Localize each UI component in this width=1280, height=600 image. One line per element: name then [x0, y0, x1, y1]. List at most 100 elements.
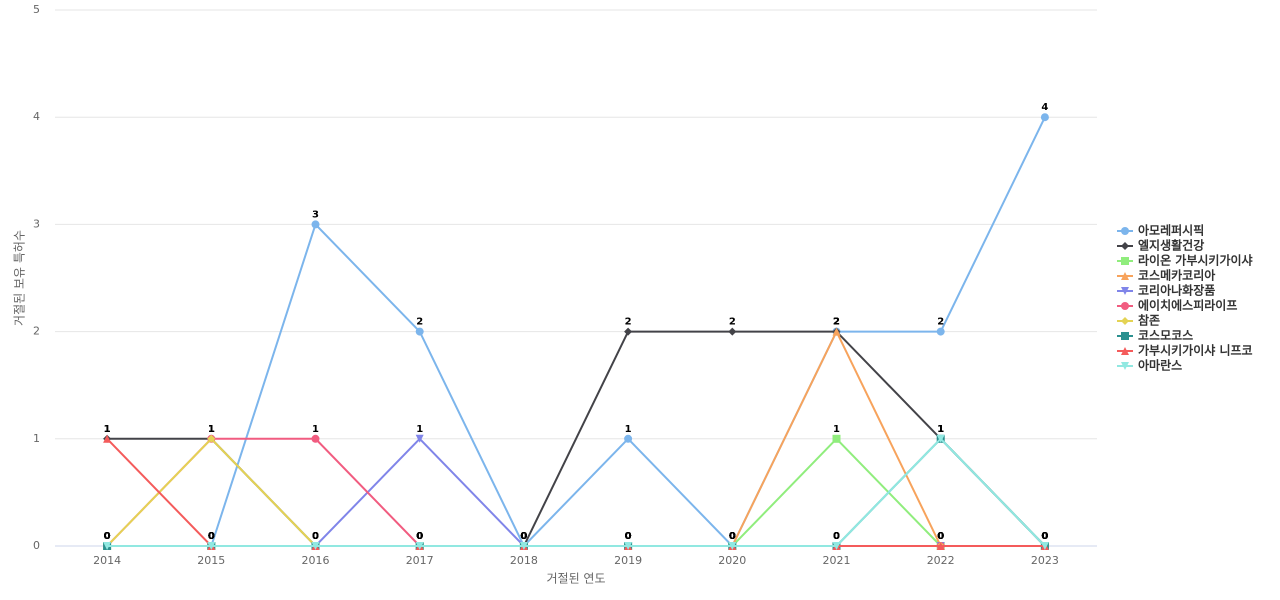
data-label: 1: [208, 424, 215, 435]
legend-marker: [1121, 302, 1129, 310]
legend-label[interactable]: 에이치에스피라이프: [1138, 298, 1237, 313]
data-label: 0: [104, 531, 111, 542]
data-label: 0: [520, 531, 527, 542]
data-label: 0: [312, 531, 319, 542]
point: [728, 542, 737, 550]
point: [519, 542, 528, 550]
data-label: 0: [729, 531, 736, 542]
legend-label[interactable]: 코스메카코리아: [1138, 268, 1215, 283]
point: [832, 327, 841, 336]
point: [207, 542, 216, 550]
data-label: 0: [520, 531, 527, 542]
legend-label[interactable]: 아마란스: [1138, 358, 1182, 373]
legend-label[interactable]: 아모레퍼시픽: [1138, 223, 1204, 238]
data-label: 0: [1041, 531, 1048, 542]
data-label: 0: [937, 531, 944, 542]
data-label: 0: [1041, 531, 1048, 542]
point: [1040, 113, 1049, 122]
data-label: 0: [937, 531, 944, 542]
point: [415, 542, 424, 550]
data-label: 0: [104, 531, 111, 542]
data-label: 0: [312, 531, 319, 542]
data-label: 0: [625, 531, 632, 542]
point: [624, 434, 633, 443]
data-label: 0: [937, 531, 944, 542]
data-label: 0: [729, 531, 736, 542]
x-tick-label: 2014: [93, 554, 121, 567]
y-tick-label: 4: [33, 110, 40, 123]
data-label: 0: [416, 531, 423, 542]
point: [832, 542, 841, 550]
x-tick-label: 2016: [302, 554, 330, 567]
legend-label[interactable]: 엘지생활건강: [1138, 238, 1204, 253]
point: [624, 542, 633, 550]
y-axis-title: 거절된 보유 특허수: [13, 230, 27, 326]
legend-label[interactable]: 코스모코스: [1138, 329, 1193, 343]
legend-label[interactable]: 라이온 가부시키가이샤: [1138, 253, 1253, 268]
data-label: 0: [104, 531, 111, 542]
legend-marker: [1121, 347, 1129, 355]
data-label: 0: [416, 531, 423, 542]
data-label: 1: [937, 424, 944, 435]
x-tick-label: 2021: [823, 554, 851, 567]
data-label: 0: [833, 531, 840, 542]
series: 0 0 3 2 0 1 0 2 2 4: [103, 102, 1049, 550]
data-label: 2: [833, 317, 840, 328]
data-label: 0: [520, 531, 527, 542]
point: [936, 434, 945, 443]
data-label: 2: [833, 317, 840, 328]
data-label: 0: [833, 531, 840, 542]
data-label: 1: [312, 424, 319, 435]
data-label: 0: [312, 531, 319, 542]
x-tick-label: 2018: [510, 554, 538, 567]
series: 0 0 0 0 0 0 0 2 0 0: [103, 317, 1049, 550]
x-axis-title: 거절된 연도: [546, 572, 605, 586]
data-label: 1: [104, 424, 111, 435]
data-label: 0: [104, 531, 111, 542]
data-label: 2: [625, 317, 632, 328]
point: [311, 542, 320, 550]
legend-label[interactable]: 가부시키가이샤 니프코: [1138, 343, 1253, 358]
legend-marker: [1121, 242, 1129, 250]
data-label: 0: [833, 531, 840, 542]
data-label: 0: [625, 531, 632, 542]
data-label: 1: [625, 424, 632, 435]
data-label: 0: [312, 531, 319, 542]
legend-label[interactable]: 코리아나화장품: [1138, 283, 1215, 298]
point: [1040, 542, 1049, 550]
data-label: 0: [520, 531, 527, 542]
y-tick-label: 3: [33, 217, 40, 230]
data-label: 0: [729, 531, 736, 542]
data-label: 0: [625, 531, 632, 542]
data-label: 0: [1041, 531, 1048, 542]
data-label: 0: [1041, 531, 1048, 542]
point: [311, 434, 320, 443]
data-label: 0: [312, 531, 319, 542]
data-label: 0: [416, 531, 423, 542]
legend-label[interactable]: 참존: [1138, 313, 1160, 328]
point: [207, 434, 216, 443]
x-tick-label: 2023: [1031, 554, 1059, 567]
data-label: 2: [729, 317, 736, 328]
x-tick-label: 2015: [197, 554, 225, 567]
y-tick-label: 5: [33, 3, 40, 16]
x-tick-label: 2020: [718, 554, 746, 567]
data-label: 0: [729, 531, 736, 542]
data-label: 0: [729, 531, 736, 542]
data-label: 1: [833, 424, 840, 435]
data-label: 2: [833, 317, 840, 328]
data-label: 0: [625, 531, 632, 542]
point: [936, 542, 945, 550]
line: [107, 437, 1046, 547]
line: [107, 116, 1046, 548]
data-label: 0: [625, 531, 632, 542]
data-label: 0: [520, 531, 527, 542]
data-label: 0: [520, 531, 527, 542]
data-label: 1: [937, 424, 944, 435]
data-label: 0: [729, 531, 736, 542]
data-label: 0: [625, 531, 632, 542]
point: [624, 327, 633, 336]
data-label: 0: [208, 531, 215, 542]
data-label: 0: [416, 531, 423, 542]
data-label: 2: [416, 317, 423, 328]
